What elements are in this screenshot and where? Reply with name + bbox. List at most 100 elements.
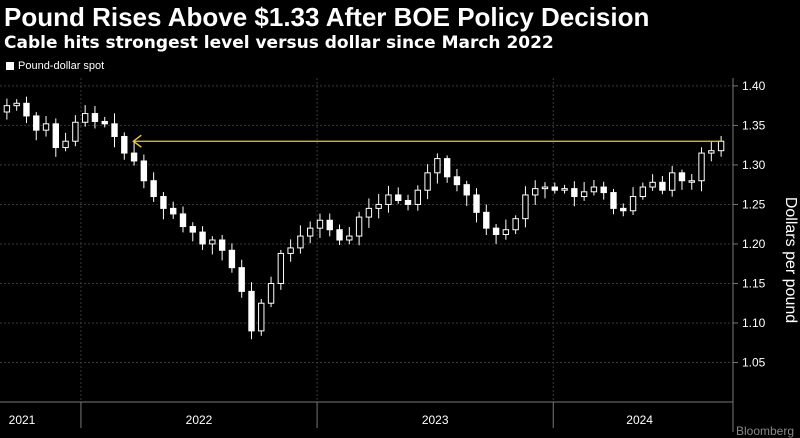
grid-lines <box>0 78 733 402</box>
candle <box>33 115 40 131</box>
candle <box>434 158 441 174</box>
candle <box>395 194 402 201</box>
y-tick-label: 1.05 <box>742 355 766 369</box>
candle <box>668 172 676 191</box>
candle <box>23 102 30 117</box>
candle <box>111 123 118 137</box>
y-tick-label: 1.25 <box>742 197 766 211</box>
candle <box>209 239 216 245</box>
candle <box>355 216 363 237</box>
candle <box>443 158 451 178</box>
candle <box>385 194 392 205</box>
candle <box>326 219 333 231</box>
candle <box>238 267 245 292</box>
candle <box>62 140 69 149</box>
candle <box>571 188 578 198</box>
candle <box>698 152 705 182</box>
legend-swatch <box>6 62 14 70</box>
candle <box>150 180 157 198</box>
y-tick-label: 1.35 <box>742 118 766 132</box>
candle <box>414 189 422 205</box>
candle <box>13 102 20 107</box>
candle <box>297 235 304 249</box>
candle <box>121 135 128 154</box>
candle <box>688 180 695 183</box>
candle <box>42 123 50 131</box>
candle <box>199 231 206 245</box>
candle <box>316 219 324 229</box>
candle <box>258 302 265 332</box>
candle <box>248 290 255 332</box>
y-tick-label: 1.40 <box>742 79 766 93</box>
candle <box>453 176 461 186</box>
candle <box>649 181 656 188</box>
candle <box>532 188 539 196</box>
candles <box>3 96 725 340</box>
candle <box>170 207 177 215</box>
candle <box>580 191 588 198</box>
x-axis: 2021 2022 2023 2024 <box>0 401 733 428</box>
candle <box>52 123 60 149</box>
chart-subtitle: Cable hits strongest level versus dollar… <box>4 33 554 53</box>
candle <box>424 172 431 191</box>
candle <box>3 105 11 113</box>
candle <box>620 207 627 212</box>
y-axis: 1.05 1.10 1.15 1.20 1.25 1.30 1.35 1.40 <box>732 78 766 432</box>
candle <box>639 186 647 198</box>
candle <box>483 211 490 229</box>
candle <box>336 229 343 241</box>
candle <box>101 120 108 125</box>
legend: Pound-dollar spot <box>6 60 104 72</box>
candle <box>512 218 519 231</box>
candle <box>678 172 686 182</box>
candle <box>717 140 725 152</box>
candle <box>375 203 382 209</box>
candle <box>629 196 637 212</box>
candle <box>708 150 715 154</box>
candle <box>277 252 285 284</box>
candle <box>91 113 99 122</box>
candle <box>404 199 412 205</box>
candle <box>346 235 353 241</box>
candle <box>218 239 226 251</box>
candle <box>502 229 510 235</box>
x-tick-label: 2021 <box>9 413 36 427</box>
candle <box>522 194 529 220</box>
annotation <box>132 134 723 148</box>
candle <box>590 186 598 193</box>
candle <box>81 113 89 123</box>
annotation-arrowhead <box>132 134 142 148</box>
candle <box>551 186 558 191</box>
y-tick-label: 1.10 <box>742 316 766 330</box>
candle <box>189 226 196 233</box>
candle <box>306 227 314 237</box>
candle <box>287 247 294 254</box>
legend-label: Pound-dollar spot <box>18 60 105 72</box>
candle <box>160 196 167 209</box>
y-tick-label: 1.20 <box>742 237 766 251</box>
candle <box>267 282 275 304</box>
candle <box>541 186 549 190</box>
candle <box>561 188 568 191</box>
candle <box>140 160 148 182</box>
candle <box>610 192 617 209</box>
candle <box>130 152 138 162</box>
y-tick-label: 1.30 <box>742 158 766 172</box>
candle <box>659 181 666 191</box>
y-axis-title: Dollars per pound <box>782 197 799 323</box>
candle <box>72 121 79 142</box>
y-tick-label: 1.15 <box>742 276 766 290</box>
candle <box>600 186 607 194</box>
source-credit: Bloomberg <box>735 424 794 438</box>
x-tick-label: 2023 <box>422 413 449 427</box>
candle <box>365 207 373 218</box>
x-tick-label: 2024 <box>626 413 653 427</box>
x-tick-label: 2022 <box>186 413 213 427</box>
candle <box>473 194 480 213</box>
candle <box>228 249 236 269</box>
chart-title: Pound Rises Above $1.33 After BOE Policy… <box>4 2 650 32</box>
candle <box>463 184 470 196</box>
candle <box>492 227 500 235</box>
candle <box>179 213 187 228</box>
